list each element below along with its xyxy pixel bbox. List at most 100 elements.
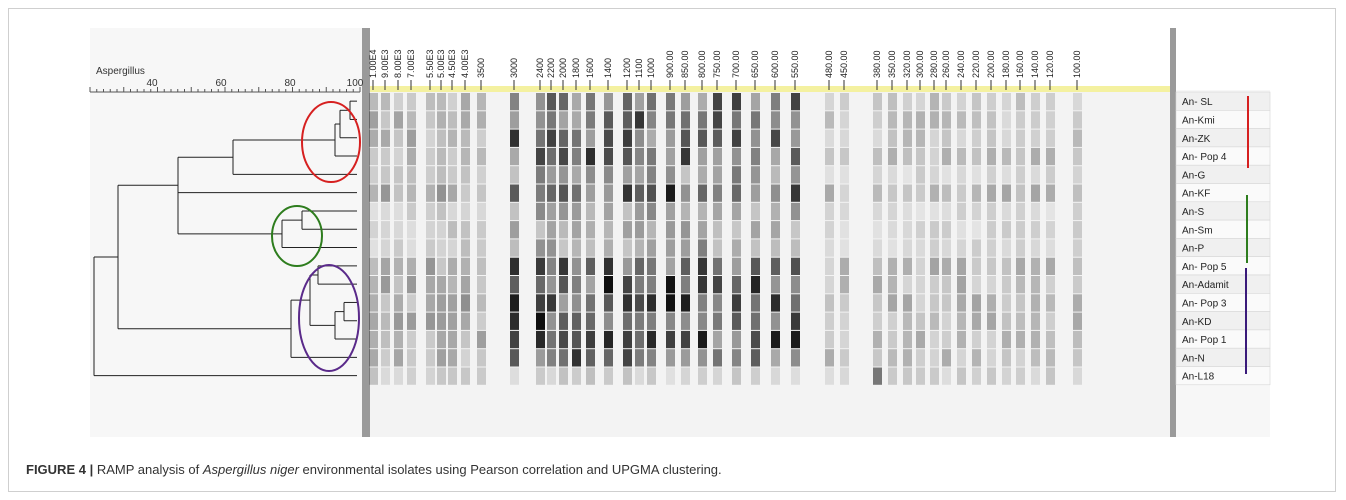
gel-band — [873, 93, 882, 111]
gel-band — [930, 147, 939, 166]
gel-band — [972, 367, 981, 385]
gel-band — [903, 221, 912, 239]
gel-band — [536, 257, 545, 275]
gel-band — [713, 129, 722, 147]
gel-band — [448, 330, 457, 349]
gel-band — [666, 111, 675, 129]
gel-band — [547, 129, 556, 147]
gel-band — [547, 257, 556, 275]
gel-band — [1031, 111, 1040, 129]
gel-band — [903, 239, 912, 257]
gel-band — [437, 221, 446, 239]
gel-band — [930, 129, 939, 147]
gel-band — [916, 276, 925, 294]
gel-band — [840, 276, 849, 294]
gel-band — [1002, 257, 1011, 275]
marker-header — [370, 28, 1170, 90]
gel-band — [681, 221, 690, 239]
gel-band — [957, 202, 966, 221]
size-marker-label: 9.00E3 — [380, 49, 390, 78]
gel-band — [623, 239, 632, 257]
gel-band — [461, 202, 470, 221]
gel-band — [394, 294, 403, 312]
gel-band — [647, 330, 656, 349]
size-marker-label: 3500 — [476, 58, 486, 78]
divider — [1170, 28, 1176, 437]
gel-band — [572, 312, 581, 330]
size-marker-label: 100.00 — [1072, 50, 1082, 78]
gel-band — [873, 202, 882, 221]
gel-band — [437, 257, 446, 275]
gel-band — [448, 312, 457, 330]
gel-band — [888, 184, 897, 202]
gel-band — [536, 349, 545, 367]
gel-band — [407, 93, 416, 111]
gel-band — [751, 239, 760, 257]
gel-band — [461, 221, 470, 239]
gel-band — [1016, 147, 1025, 166]
gel-band — [394, 349, 403, 367]
gel-band — [381, 294, 390, 312]
gel-band — [732, 367, 741, 385]
gel-band — [604, 184, 613, 202]
gel-band — [732, 129, 741, 147]
gel-band — [771, 312, 780, 330]
size-marker-label: 1100 — [634, 59, 644, 78]
gel-band — [635, 166, 644, 184]
gel-band — [1046, 147, 1055, 166]
gel-band — [840, 349, 849, 367]
gel-band — [381, 147, 390, 166]
gel-band — [426, 93, 435, 111]
gel-band — [972, 129, 981, 147]
gel-band — [825, 312, 834, 330]
gel-band — [666, 330, 675, 349]
gel-band — [559, 257, 568, 275]
gel-band — [448, 111, 457, 129]
gel-band — [713, 312, 722, 330]
gel-band — [623, 367, 632, 385]
gel-band — [536, 129, 545, 147]
gel-band — [1016, 367, 1025, 385]
gel-band — [791, 166, 800, 184]
gel-band — [791, 367, 800, 385]
gel-band — [751, 349, 760, 367]
gel-band — [623, 276, 632, 294]
gel-band — [698, 129, 707, 147]
gel-band — [477, 184, 486, 202]
gel-band — [547, 166, 556, 184]
gel-band — [604, 367, 613, 385]
gel-band — [1046, 166, 1055, 184]
gel-band — [547, 239, 556, 257]
gel-band — [547, 276, 556, 294]
gel-band — [825, 330, 834, 349]
gel-band — [888, 147, 897, 166]
gel-band — [1046, 276, 1055, 294]
gel-band — [547, 93, 556, 111]
gel-band — [647, 147, 656, 166]
gel-band — [713, 330, 722, 349]
gel-band — [751, 93, 760, 111]
gel-band — [623, 294, 632, 312]
gel-band — [666, 294, 675, 312]
gel-band — [930, 330, 939, 349]
gel-band — [559, 202, 568, 221]
gel-band — [536, 221, 545, 239]
gel-band — [426, 276, 435, 294]
gel-band — [536, 184, 545, 202]
gel-band — [957, 257, 966, 275]
gel-band — [840, 330, 849, 349]
gel-band — [448, 367, 457, 385]
gel-band — [903, 184, 912, 202]
gel-band — [732, 276, 741, 294]
lane-label: An-KF — [1182, 189, 1210, 200]
gel-band — [888, 367, 897, 385]
gel-band — [771, 202, 780, 221]
gel-band — [888, 312, 897, 330]
gel-band — [972, 111, 981, 129]
size-marker-label: 300.00 — [915, 50, 925, 78]
gel-band — [666, 184, 675, 202]
gel-band — [1002, 312, 1011, 330]
gel-band — [681, 111, 690, 129]
gel-band — [751, 367, 760, 385]
gel-band — [1016, 184, 1025, 202]
